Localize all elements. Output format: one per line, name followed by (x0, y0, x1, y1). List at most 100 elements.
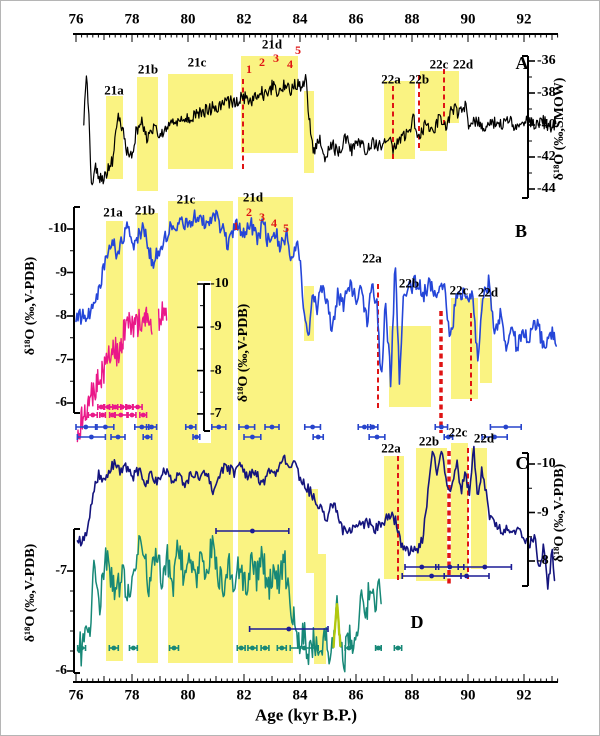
dating-points-pink-row1 (132, 404, 143, 410)
y-tick-label-a: -42 (537, 149, 556, 164)
x-tick-label-bottom: 92 (516, 687, 532, 704)
event-number-label: 4 (287, 57, 293, 71)
dating-points-blue-row1 (366, 424, 379, 430)
panel-letter-a: A (515, 53, 529, 73)
y-tick-label-b: -7 (55, 351, 67, 367)
panel-letter-b: B (514, 221, 528, 241)
highlight-band (480, 298, 492, 383)
y-tick-label-c: -9 (537, 504, 549, 520)
x-axis-title: Age (kyr B.P.) (255, 705, 357, 725)
dating-points-teal (260, 645, 270, 651)
event-number-label: 2 (246, 205, 252, 219)
interstadial-label: 22a (381, 440, 401, 456)
dating-points-teal (236, 645, 246, 651)
y-tick-label-d: -6 (55, 663, 67, 678)
event-number-label: 2 (259, 55, 265, 69)
interstadial-label: 22a (381, 71, 401, 87)
highlight-band (304, 286, 314, 341)
highlight-band (168, 74, 233, 169)
x-tick-label-top: 90 (460, 11, 476, 28)
interstadial-label: 22b (418, 433, 440, 449)
interstadial-label: 22d (473, 430, 495, 446)
highlight-band (384, 81, 415, 159)
dating-points-blue-row2 (142, 434, 153, 440)
y-tick-label-c: -10 (537, 456, 556, 471)
y-tick-label-a: -36 (537, 53, 556, 68)
y-axis-title: δ¹⁸O (‰,V-PDB) (552, 463, 567, 563)
highlight-band (420, 71, 447, 151)
y-tick-label-b: -9 (55, 264, 67, 280)
x-tick-label-top: 92 (516, 11, 532, 28)
dating-points-teal (276, 645, 288, 651)
dating-points-teal (374, 645, 383, 651)
event-number-label: 3 (273, 51, 279, 65)
interstadial-label: 21a (103, 204, 123, 220)
x-tick-label-top: 88 (404, 11, 420, 28)
dating-points-blue-row2 (76, 434, 107, 440)
dating-points-blue-row2 (368, 434, 386, 440)
dating-points-blue-row1 (264, 424, 280, 430)
interstadial-label: 22c (449, 282, 469, 298)
x-tick-label-top: 82 (236, 11, 252, 28)
dating-points-blue-row1 (145, 424, 158, 430)
dating-points-blue-row1 (96, 424, 115, 430)
dating-points-blue-row2 (443, 434, 454, 440)
x-tick-label-bottom: 88 (404, 687, 420, 704)
highlight-band (389, 326, 431, 407)
dating-points-blue-row2 (243, 434, 262, 440)
highlight-band (416, 448, 447, 581)
dating-points-blue-row2 (312, 434, 325, 440)
y-axis-title: δ¹⁸O (‰,V-PDB) (236, 303, 251, 403)
interstadial-label: 22d (477, 284, 499, 300)
x-tick-label-bottom: 90 (460, 687, 476, 704)
highlight-band (106, 221, 123, 661)
interstadial-label: 21a (104, 82, 124, 98)
dating-points-navy-row1 (457, 564, 513, 570)
event-number-label: 1 (233, 219, 239, 233)
y-tick-label-a: -40 (537, 117, 556, 132)
x-tick-label-top: 80 (180, 11, 196, 28)
interstadial-label: 22b (408, 71, 430, 87)
dating-points-navy-row1 (404, 564, 440, 570)
dating-points-teal (76, 645, 87, 651)
y-tick-label-b-inset: -9 (210, 319, 222, 335)
y-tick-label-d: -7 (55, 563, 67, 578)
panel-letter-d: D (410, 612, 424, 632)
series-speleothem-blue-d18O (75, 209, 558, 388)
series-highlight-green-peak (332, 603, 342, 649)
x-tick-label-bottom: 86 (348, 687, 364, 704)
interstadial-label: 21c (176, 191, 196, 207)
series-speleothem-pink-d18O (76, 306, 153, 443)
dating-points-pink-row2 (99, 412, 107, 418)
y-tick-label-b: -8 (55, 308, 67, 323)
x-tick-label-top: 78 (124, 11, 140, 28)
y-axis-title: δ¹⁸O (‰,V-PDB) (23, 543, 38, 643)
highlight-band (451, 443, 468, 576)
dating-points-pink-row2 (139, 412, 148, 418)
y-tick-label-c: -8 (537, 553, 549, 568)
dating-points-teal (128, 645, 139, 651)
interstadial-label: 22a (362, 250, 382, 266)
dating-points-pink-row2 (113, 412, 128, 418)
dating-points-blue-row2 (110, 434, 126, 440)
x-tick-label-top: 84 (292, 11, 308, 28)
interstadial-label: 21b (137, 61, 159, 77)
y-tick-label-b-inset: -10 (210, 276, 229, 291)
dating-points-teal (393, 645, 403, 651)
y-tick-label-a: -38 (537, 85, 556, 100)
x-tick-label-bottom: 84 (292, 687, 308, 704)
dating-points-blue-row1 (75, 424, 97, 430)
y-tick-label-b-inset: -8 (210, 362, 222, 378)
x-tick-label-bottom: 76 (68, 687, 84, 704)
dating-points-blue-row1 (211, 424, 227, 430)
dating-points-blue-row1 (238, 424, 256, 430)
panel-letter-c: C (515, 453, 529, 473)
x-tick-label-top: 86 (348, 11, 364, 28)
highlight-band (137, 77, 158, 191)
dating-points-teal (344, 645, 354, 651)
event-number-label: 5 (283, 221, 289, 235)
highlight-band (471, 448, 487, 569)
highlight-band (304, 91, 314, 173)
highlight-band (306, 489, 318, 573)
